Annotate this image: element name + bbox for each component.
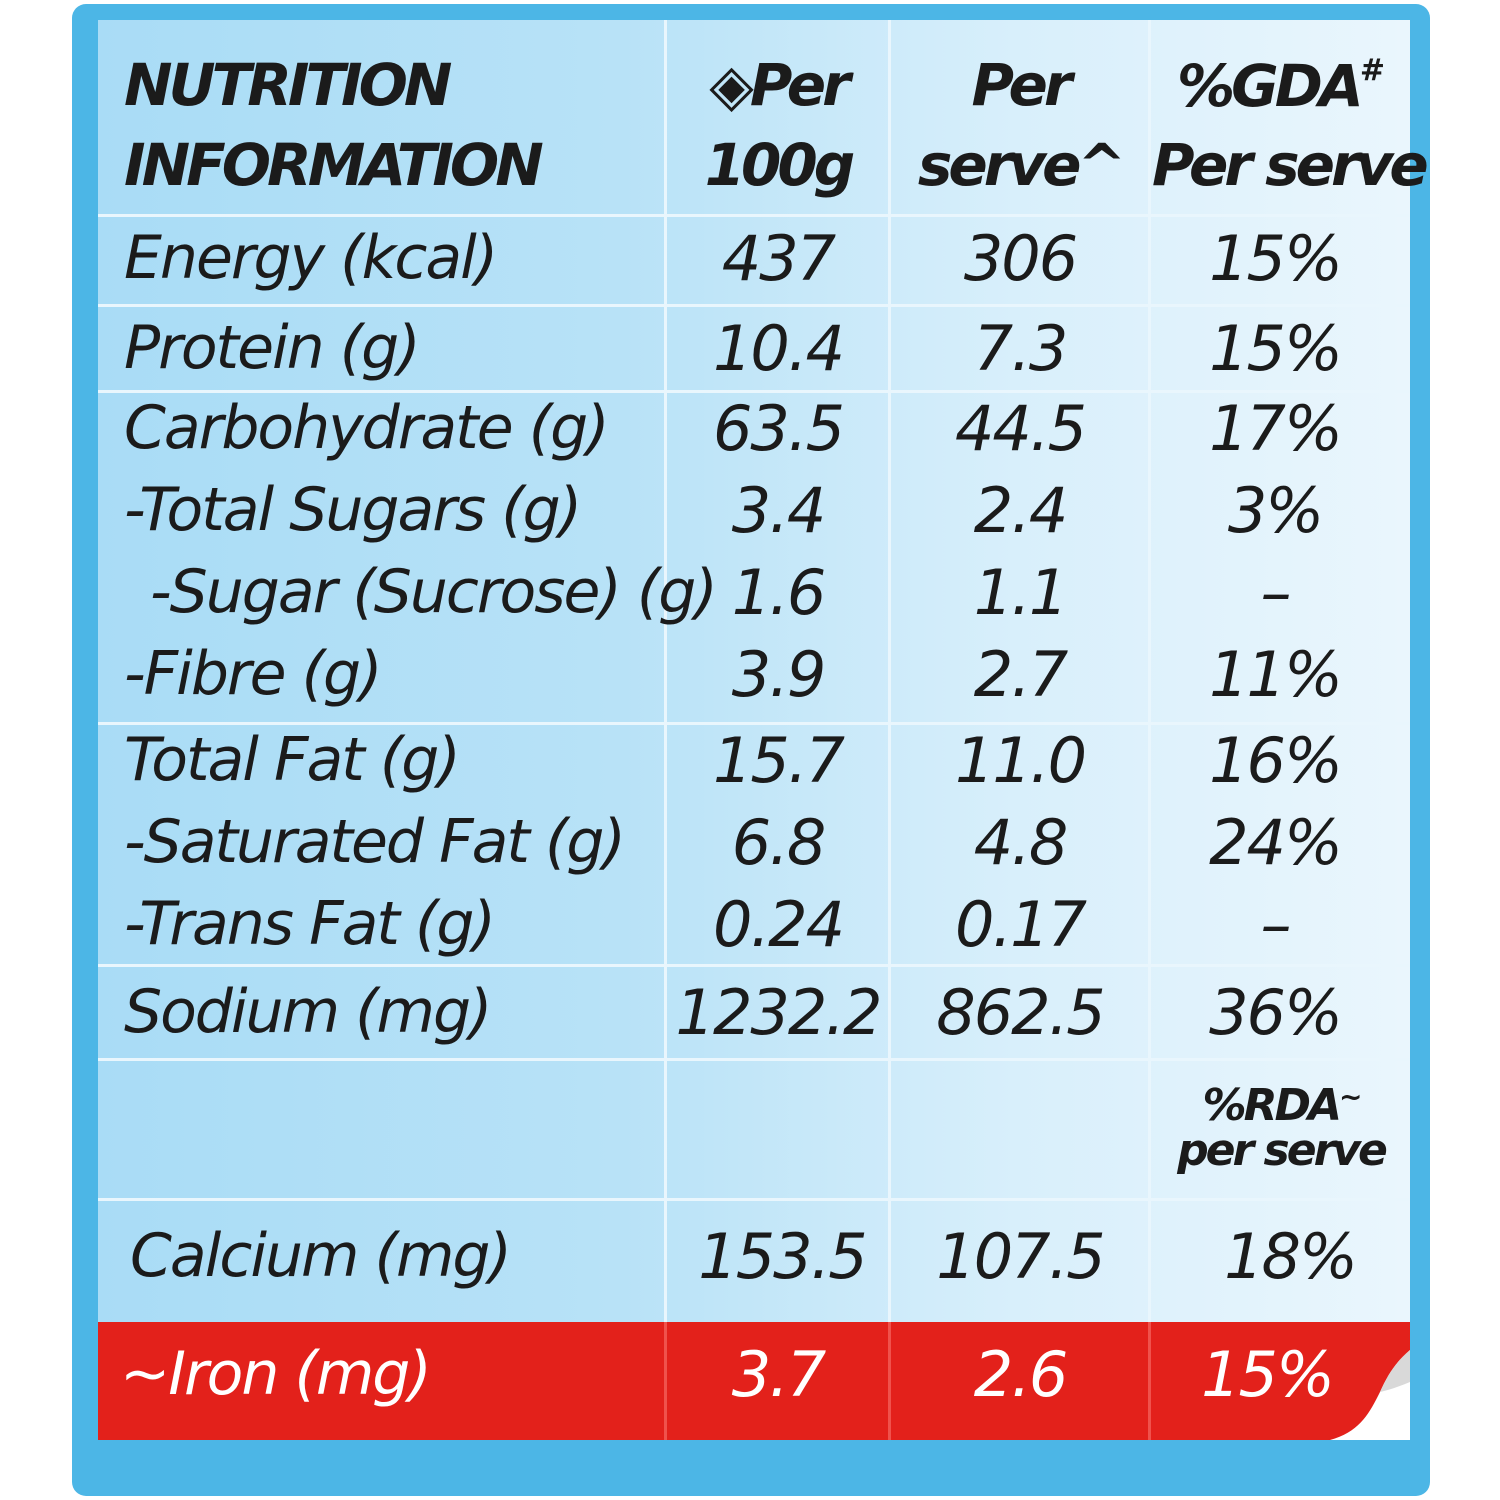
row-label-calcium: Calcium (mg) xyxy=(130,1221,512,1291)
row-divider xyxy=(98,964,1410,967)
row-divider xyxy=(98,390,1410,393)
column-divider xyxy=(664,20,667,1322)
row-value-per100g: 1232.2 xyxy=(675,976,883,1049)
row-value-perserve: 0.17 xyxy=(954,888,1087,961)
header-nutrient-line1: NUTRITION xyxy=(124,51,452,119)
row-label: -Fibre (g) xyxy=(124,639,382,709)
row-label: Total Fat (g) xyxy=(124,725,461,795)
row-value-perserve: 1.1 xyxy=(973,556,1069,629)
row-value-perserve: 11.0 xyxy=(954,724,1087,797)
row-value-perserve: 2.7 xyxy=(973,638,1069,711)
row-label: -Sugar (Sucrose) (g) xyxy=(150,557,718,627)
row-label-iron: ~Iron (mg) xyxy=(120,1339,432,1409)
header-per100g-line2: 100g xyxy=(704,131,856,199)
row-label: -Total Sugars (g) xyxy=(124,475,582,545)
row-value-perserve: 862.5 xyxy=(936,976,1106,1049)
row-label: Protein (g) xyxy=(124,313,421,383)
row-value-per100g: 15.7 xyxy=(712,724,845,797)
header-per100g-line1: ◈Per xyxy=(709,51,851,119)
row-value-pct: – xyxy=(1260,556,1292,629)
row-divider xyxy=(98,304,1410,307)
row-value-pct: 15% xyxy=(1209,222,1343,295)
row-value-pct: 36% xyxy=(1209,976,1343,1049)
row-divider xyxy=(98,214,1410,217)
page-curl-icon xyxy=(1330,1322,1410,1440)
row-value-perserve: 306 xyxy=(963,222,1078,295)
row-value-calcium-perserve: 107.5 xyxy=(936,1220,1106,1293)
row-value-pct: 16% xyxy=(1209,724,1343,797)
row-label: -Trans Fat (g) xyxy=(124,889,496,959)
row-value-pct: 15% xyxy=(1209,312,1343,385)
header-nutrient-line2: INFORMATION xyxy=(124,131,544,199)
header-perserve-line1: Per xyxy=(971,51,1073,119)
row-value-per100g: 10.4 xyxy=(712,312,845,385)
row-value-per100g: 3.4 xyxy=(731,474,827,547)
row-value-calcium-pct: 18% xyxy=(1224,1220,1358,1293)
row-value-pct: 24% xyxy=(1209,806,1343,879)
row-label: Energy (kcal) xyxy=(124,223,498,293)
row-divider xyxy=(98,722,1410,725)
header-perserve-line2: serve^ xyxy=(917,131,1126,199)
row-value-perserve: 7.3 xyxy=(973,312,1069,385)
row-value-perserve: 4.8 xyxy=(973,806,1069,879)
rda-header-line1: %RDA~ xyxy=(1202,1080,1362,1131)
row-divider xyxy=(98,1058,1410,1061)
iron-row-band xyxy=(98,1322,1410,1440)
row-value-per100g: 0.24 xyxy=(712,888,845,961)
header-gda-line1: %GDA# xyxy=(1177,52,1385,120)
row-value-perserve: 44.5 xyxy=(954,392,1087,465)
row-value-per100g: 3.9 xyxy=(731,638,827,711)
row-value-pct: 11% xyxy=(1209,638,1343,711)
row-value-pct: 17% xyxy=(1209,392,1343,465)
row-value-per100g: 63.5 xyxy=(712,392,845,465)
row-value-calcium-per100g: 153.5 xyxy=(698,1220,868,1293)
column-divider xyxy=(888,20,891,1322)
row-value-per100g: 6.8 xyxy=(731,806,827,879)
row-label: Sodium (mg) xyxy=(124,977,492,1047)
row-value-iron-perserve: 2.6 xyxy=(973,1338,1069,1411)
row-value-iron-pct: 15% xyxy=(1201,1338,1335,1411)
iron-column-divider xyxy=(664,1322,667,1440)
column-divider xyxy=(1148,20,1151,1322)
row-label: Carbohydrate (g) xyxy=(124,393,610,463)
row-divider xyxy=(98,1198,1410,1201)
iron-column-divider xyxy=(1148,1322,1151,1440)
rda-header-line2: per serve xyxy=(1177,1125,1388,1176)
row-value-pct: 3% xyxy=(1227,474,1324,547)
row-value-per100g: 1.6 xyxy=(731,556,827,629)
row-value-perserve: 2.4 xyxy=(973,474,1069,547)
nutrition-panel xyxy=(98,20,1410,1440)
row-label: -Saturated Fat (g) xyxy=(124,807,626,877)
header-gda-line2: Per serve xyxy=(1152,131,1429,199)
iron-column-divider xyxy=(888,1322,891,1440)
row-value-pct: – xyxy=(1260,888,1292,961)
row-value-iron-per100g: 3.7 xyxy=(731,1338,827,1411)
row-value-per100g: 437 xyxy=(721,222,836,295)
